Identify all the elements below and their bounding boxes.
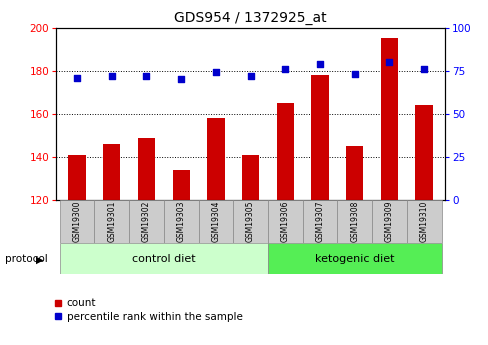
Text: GSM19305: GSM19305: [245, 201, 255, 243]
Bar: [242, 155, 259, 200]
Text: GSM19303: GSM19303: [176, 201, 185, 243]
Bar: [311, 75, 328, 200]
Text: GSM19308: GSM19308: [349, 201, 359, 242]
Bar: [129, 200, 163, 243]
Bar: [346, 146, 363, 200]
Bar: [415, 105, 432, 200]
Bar: [163, 200, 198, 243]
Text: GSM19307: GSM19307: [315, 201, 324, 243]
Bar: [198, 200, 233, 243]
Bar: [276, 103, 293, 200]
Bar: [233, 200, 267, 243]
Bar: [337, 200, 371, 243]
Bar: [380, 38, 397, 200]
Point: [108, 73, 116, 79]
Point: [246, 73, 254, 79]
Text: ketogenic diet: ketogenic diet: [314, 254, 394, 264]
Point: [281, 66, 288, 72]
Point: [142, 73, 150, 79]
Text: GSM19306: GSM19306: [280, 201, 289, 243]
Text: GSM19304: GSM19304: [211, 201, 220, 243]
Text: GSM19301: GSM19301: [107, 201, 116, 242]
Point: [350, 71, 358, 77]
Bar: [267, 200, 302, 243]
Bar: [207, 118, 224, 200]
Point: [385, 59, 392, 65]
Legend: count, percentile rank within the sample: count, percentile rank within the sample: [54, 298, 242, 322]
Bar: [371, 200, 406, 243]
Bar: [103, 144, 120, 200]
Point: [212, 70, 220, 75]
Point: [73, 75, 81, 80]
Text: ▶: ▶: [36, 255, 44, 264]
Title: GDS954 / 1372925_at: GDS954 / 1372925_at: [174, 11, 326, 25]
Point: [419, 66, 427, 72]
Text: control diet: control diet: [132, 254, 195, 264]
Text: protocol: protocol: [5, 255, 47, 264]
Bar: [172, 170, 189, 200]
Bar: [94, 200, 129, 243]
Text: GSM19300: GSM19300: [72, 201, 81, 243]
Point: [177, 77, 185, 82]
Text: GSM19310: GSM19310: [419, 201, 428, 242]
Text: GSM19309: GSM19309: [384, 201, 393, 243]
Point: [315, 61, 323, 67]
Bar: [267, 243, 441, 274]
Bar: [302, 200, 337, 243]
Bar: [60, 243, 267, 274]
Text: GSM19302: GSM19302: [142, 201, 151, 242]
Bar: [68, 155, 85, 200]
Bar: [406, 200, 441, 243]
Bar: [138, 138, 155, 200]
Bar: [60, 200, 94, 243]
